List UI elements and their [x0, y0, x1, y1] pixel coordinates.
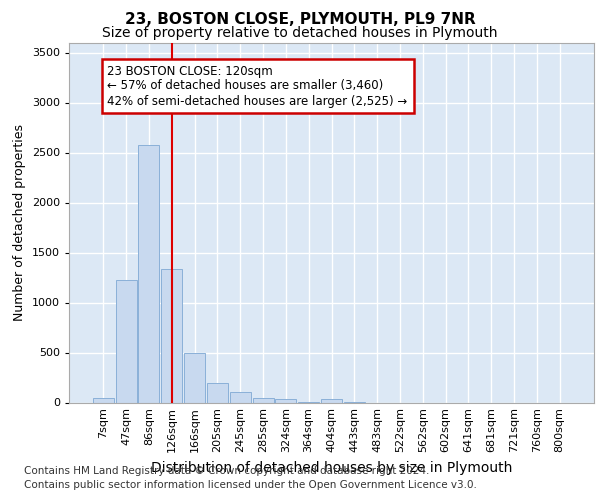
Bar: [139, 144, 160, 402]
Bar: [93, 398, 114, 402]
Bar: [230, 392, 251, 402]
Text: Size of property relative to detached houses in Plymouth: Size of property relative to detached ho…: [102, 26, 498, 40]
Text: 23, BOSTON CLOSE, PLYMOUTH, PL9 7NR: 23, BOSTON CLOSE, PLYMOUTH, PL9 7NR: [125, 12, 475, 28]
Bar: [116, 280, 137, 402]
Text: Contains HM Land Registry data © Crown copyright and database right 2024.: Contains HM Land Registry data © Crown c…: [24, 466, 430, 476]
Bar: [275, 398, 296, 402]
Bar: [161, 268, 182, 402]
Y-axis label: Number of detached properties: Number of detached properties: [13, 124, 26, 321]
Bar: [321, 399, 342, 402]
X-axis label: Distribution of detached houses by size in Plymouth: Distribution of detached houses by size …: [151, 460, 512, 474]
Bar: [207, 383, 228, 402]
Text: Contains public sector information licensed under the Open Government Licence v3: Contains public sector information licen…: [24, 480, 477, 490]
Bar: [184, 352, 205, 403]
Bar: [253, 398, 274, 402]
Text: 23 BOSTON CLOSE: 120sqm
← 57% of detached houses are smaller (3,460)
42% of semi: 23 BOSTON CLOSE: 120sqm ← 57% of detache…: [107, 64, 408, 108]
